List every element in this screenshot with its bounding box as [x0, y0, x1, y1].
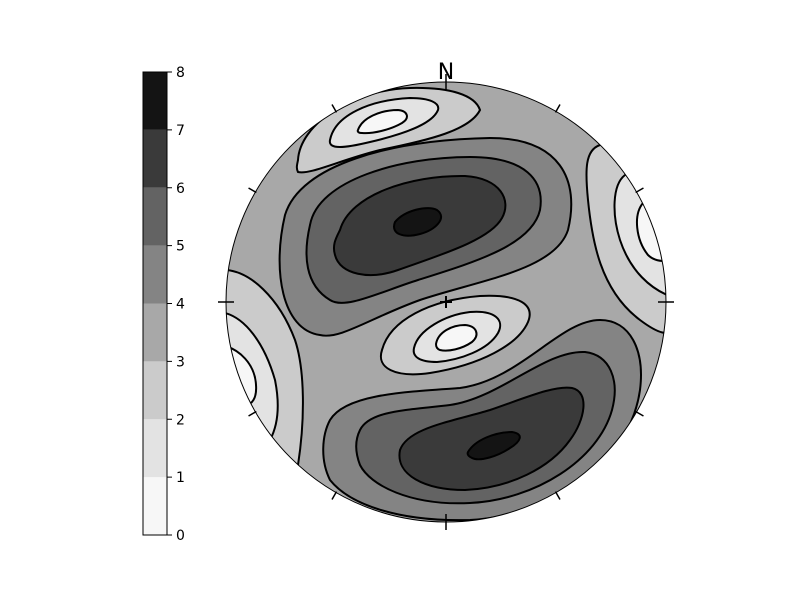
azimuth-tick [248, 187, 257, 194]
colorbar-segment [143, 72, 167, 130]
colorbar-tick-label: 5 [176, 239, 185, 255]
azimuth-tick [635, 410, 644, 417]
azimuth-tick [554, 104, 561, 113]
colorbar: 0 1 2 3 4 5 6 7 8 [142, 65, 185, 544]
colorbar-tick-label: 0 [176, 528, 185, 544]
colorbar-tick-label: 2 [176, 412, 185, 428]
azimuth-tick [554, 491, 561, 500]
stereonet: N [218, 60, 674, 530]
center-cross [440, 296, 452, 308]
colorbar-segment [143, 187, 167, 246]
colorbar-tick-label: 1 [176, 470, 185, 486]
azimuth-tick [248, 410, 257, 417]
stereonet-ticks [218, 74, 674, 530]
colorbar-tick-label: 8 [176, 65, 185, 81]
colorbar-segment [143, 245, 167, 304]
colorbar-segment [143, 361, 167, 420]
azimuth-tick [635, 187, 644, 194]
colorbar-segment [143, 419, 167, 478]
colorbar-segments [143, 72, 167, 535]
contour-min [356, 108, 408, 135]
contour-min [434, 323, 478, 352]
azimuth-tick [331, 491, 338, 500]
north-label: N [438, 60, 454, 85]
contour-level-6 [393, 207, 443, 237]
colorbar-segment [143, 477, 167, 535]
colorbar-tick-label: 3 [176, 354, 185, 370]
contour-level-6 [466, 430, 521, 461]
colorbar-segment [143, 303, 167, 362]
colorbar-ticks: 0 1 2 3 4 5 6 7 8 [167, 65, 185, 544]
azimuth-tick [331, 104, 338, 113]
colorbar-tick-label: 4 [176, 297, 185, 313]
colorbar-tick-label: 7 [176, 123, 185, 139]
colorbar-tick-label: 6 [176, 181, 185, 197]
density-contours [226, 82, 666, 522]
colorbar-segment [143, 129, 167, 188]
